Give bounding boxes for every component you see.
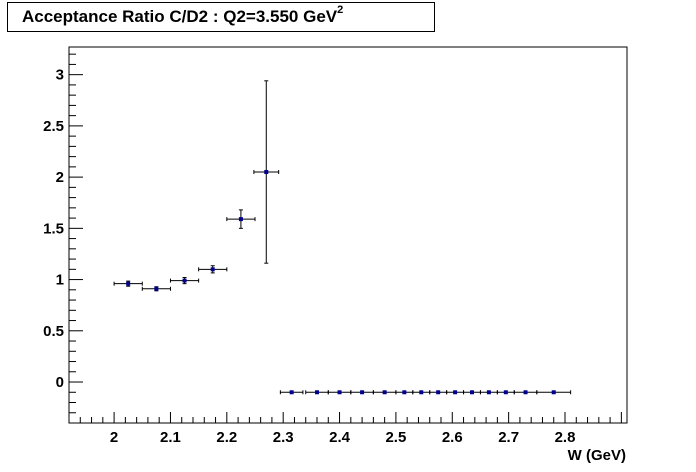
x-tick-label: 2.6 <box>442 429 463 446</box>
y-tick-label: 1.5 <box>43 220 64 237</box>
point-marker <box>238 217 243 222</box>
data-point <box>395 390 414 395</box>
plot-frame <box>68 46 628 424</box>
point-marker <box>210 267 215 272</box>
x-tick-label: 2.3 <box>273 429 294 446</box>
data-point <box>463 390 481 395</box>
data-point <box>429 390 448 395</box>
point-marker <box>289 390 294 395</box>
point-marker <box>470 390 474 395</box>
y-tick-label: 2 <box>56 169 64 186</box>
data-point <box>446 390 465 395</box>
chart-title-text: Acceptance Ratio C/D2 : Q2=3.550 GeV <box>22 7 338 26</box>
y-tick-label: 0 <box>56 374 64 391</box>
point-marker <box>523 390 528 395</box>
data-point <box>226 209 256 229</box>
data-point <box>141 286 171 292</box>
x-tick-label: 2.8 <box>555 429 576 446</box>
chart-title: Acceptance Ratio C/D2 : Q2=3.550 GeV2 <box>7 2 435 32</box>
point-marker <box>182 278 187 283</box>
data-points <box>113 80 572 395</box>
point-marker <box>315 390 319 395</box>
x-axis-title: W (GeV) <box>568 447 626 464</box>
axis-ticks <box>68 53 622 424</box>
point-marker <box>551 390 556 395</box>
x-tick-label: 2.4 <box>329 429 351 446</box>
data-point <box>479 390 498 395</box>
point-marker <box>436 390 441 395</box>
point-marker <box>486 390 491 395</box>
data-point <box>253 80 280 264</box>
point-marker <box>453 390 458 395</box>
data-point <box>198 265 228 274</box>
x-tick-label: 2.7 <box>498 429 519 446</box>
data-point <box>113 280 143 287</box>
y-tick-label: 3 <box>56 67 64 84</box>
y-tick-label: 2.5 <box>43 118 64 135</box>
data-point <box>305 390 329 395</box>
data-point <box>327 390 352 395</box>
data-point <box>372 390 397 395</box>
point-marker <box>360 390 365 395</box>
axis-tick-labels: 2 2.1 2.2 2.3 2.4 2.5 2.6 2.7 2.8 0 0.5 1 1.5 2 2.5 3 <box>43 67 575 446</box>
x-tick-label: 2.2 <box>216 429 237 446</box>
point-marker <box>264 169 269 174</box>
point-marker <box>337 390 342 395</box>
x-tick-label: 2.1 <box>160 429 181 446</box>
chart-title-superscript: 2 <box>337 4 344 17</box>
point-marker <box>154 286 159 291</box>
data-point <box>350 390 374 395</box>
data-point <box>169 277 200 285</box>
x-tick-label: 2.5 <box>385 429 406 446</box>
data-point <box>536 390 572 395</box>
point-marker <box>402 390 407 395</box>
y-tick-label: 0.5 <box>43 323 64 340</box>
point-marker <box>126 281 131 286</box>
x-tick-label: 2 <box>110 429 118 446</box>
data-point <box>496 390 515 395</box>
y-tick-label: 1 <box>56 272 64 289</box>
data-point <box>279 390 304 395</box>
data-point <box>412 390 431 395</box>
point-marker <box>419 390 424 395</box>
data-point <box>513 390 538 395</box>
point-marker <box>382 390 387 395</box>
point-marker <box>503 390 508 395</box>
